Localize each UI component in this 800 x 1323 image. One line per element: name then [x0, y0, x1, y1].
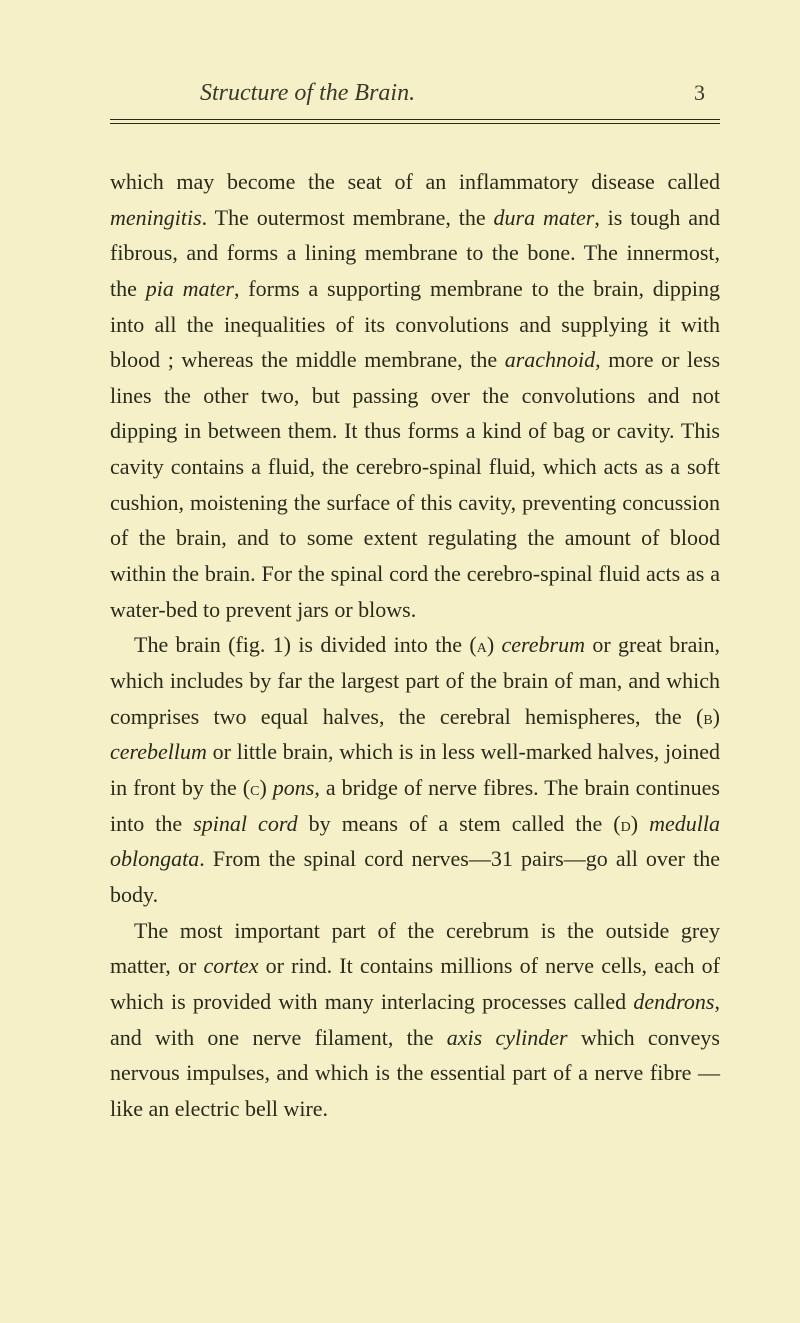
- term-cerebellum: cerebellum: [110, 739, 207, 764]
- term-pia-mater: pia mater: [146, 276, 234, 301]
- term-dendrons: dendrons: [633, 989, 714, 1014]
- term-spinal-cord: spinal cord: [193, 811, 297, 836]
- header-rule-top: [110, 119, 720, 120]
- term-cortex: cortex: [204, 953, 259, 978]
- label-b: b: [703, 707, 712, 729]
- paragraph-1: which may become the seat of an inflamma…: [110, 164, 720, 627]
- page-header: Structure of the Brain. 3: [110, 80, 720, 107]
- paragraph-3: The most important part of the cerebrum …: [110, 913, 720, 1127]
- paragraph-2: The brain (fig. 1) is divided into the (…: [110, 627, 720, 913]
- term-arachnoid: arachnoid: [505, 347, 595, 372]
- term-pons: pons: [273, 775, 315, 800]
- term-cerebrum: cerebrum: [502, 632, 586, 657]
- label-a: a: [477, 635, 487, 657]
- body-text: which may become the seat of an inflamma…: [110, 164, 720, 1126]
- term-dura-mater: dura mater: [494, 205, 595, 230]
- term-axis-cylinder: axis cylinder: [447, 1025, 568, 1050]
- header-rule-bottom: [110, 123, 720, 124]
- page-number: 3: [694, 80, 705, 106]
- label-d: d: [621, 814, 631, 836]
- running-title: Structure of the Brain.: [200, 80, 415, 107]
- term-meningitis: meningitis: [110, 205, 202, 230]
